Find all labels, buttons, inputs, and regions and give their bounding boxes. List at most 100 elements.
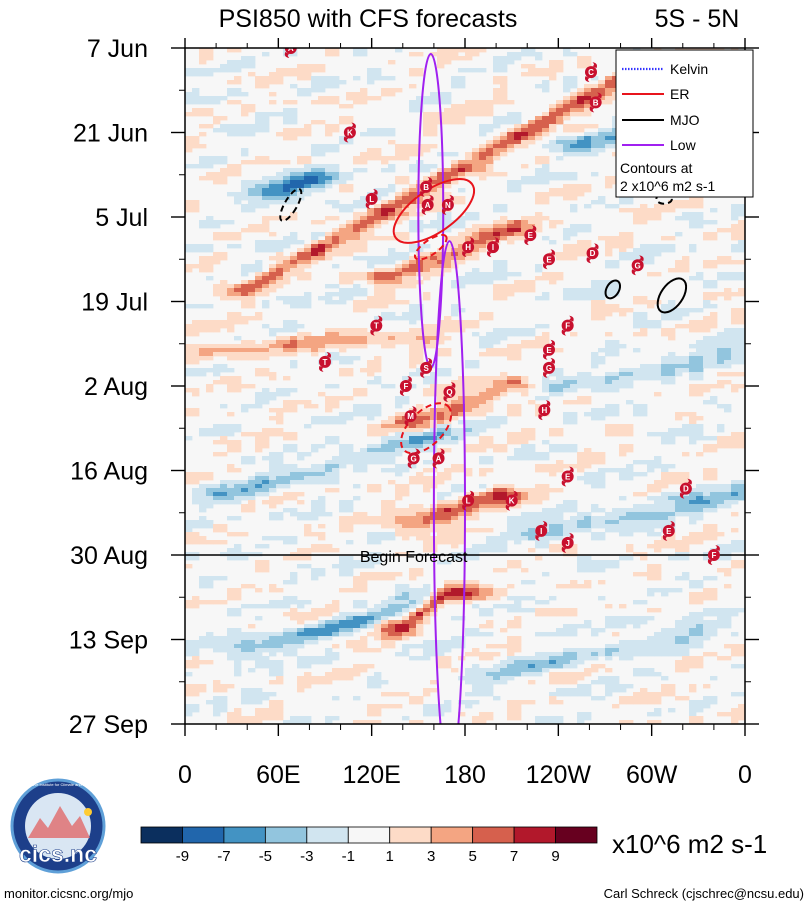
field-cell	[276, 496, 284, 501]
field-cell	[542, 456, 550, 461]
field-cell	[346, 204, 354, 209]
field-cell	[437, 592, 445, 597]
field-cell	[556, 140, 564, 145]
field-cell	[507, 384, 515, 389]
field-cell	[325, 328, 333, 333]
field-cell	[437, 224, 445, 229]
field-cell	[619, 384, 627, 389]
field-cell	[360, 572, 368, 577]
field-cell	[689, 516, 697, 521]
field-cell	[542, 116, 550, 121]
field-cell	[353, 340, 361, 345]
field-cell	[290, 612, 298, 617]
field-cell	[577, 456, 585, 461]
field-cell	[556, 520, 564, 525]
field-cell	[605, 616, 613, 621]
field-cell	[570, 420, 578, 425]
field-cell	[451, 48, 459, 53]
field-cell	[710, 468, 718, 473]
field-cell	[486, 436, 494, 441]
field-cell	[346, 588, 354, 593]
field-cell	[528, 72, 536, 77]
field-cell	[374, 272, 382, 277]
field-cell	[346, 504, 354, 509]
field-cell	[325, 244, 333, 249]
field-cell	[192, 344, 200, 349]
field-cell	[374, 224, 382, 229]
field-cell	[409, 72, 417, 77]
field-cell	[500, 68, 508, 73]
field-cell	[633, 616, 641, 621]
field-cell	[423, 408, 431, 413]
field-cell	[465, 256, 473, 261]
field-cell	[472, 248, 480, 253]
field-cell	[353, 604, 361, 609]
field-cell	[318, 88, 326, 93]
field-cell	[444, 252, 452, 257]
field-cell	[563, 292, 571, 297]
field-cell	[500, 532, 508, 537]
field-cell	[626, 244, 634, 249]
field-cell	[731, 236, 739, 241]
field-cell	[528, 400, 536, 405]
field-cell	[388, 336, 396, 341]
field-cell	[395, 492, 403, 497]
field-cell	[262, 276, 270, 281]
field-cell	[493, 68, 501, 73]
field-cell	[437, 248, 445, 253]
field-cell	[500, 76, 508, 81]
field-cell	[388, 92, 396, 97]
field-cell	[234, 284, 242, 289]
field-cell	[346, 452, 354, 457]
field-cell	[262, 428, 270, 433]
field-cell	[395, 428, 403, 433]
field-cell	[423, 540, 431, 545]
field-cell	[570, 584, 578, 589]
field-cell	[402, 252, 410, 257]
field-cell	[234, 496, 242, 501]
field-cell	[633, 516, 641, 521]
field-cell	[584, 564, 592, 569]
field-cell	[724, 256, 732, 261]
field-cell	[556, 512, 564, 517]
field-cell	[206, 56, 214, 61]
field-cell	[479, 548, 487, 553]
field-cell	[584, 152, 592, 157]
field-cell	[430, 328, 438, 333]
field-cell	[381, 620, 389, 625]
field-cell	[542, 124, 550, 129]
field-cell	[199, 100, 207, 105]
field-cell	[472, 228, 480, 233]
field-cell	[241, 228, 249, 233]
field-cell	[570, 144, 578, 149]
field-cell	[486, 164, 494, 169]
field-cell	[423, 508, 431, 513]
field-cell	[262, 188, 270, 193]
field-cell	[605, 288, 613, 293]
field-cell	[416, 448, 424, 453]
field-cell	[402, 596, 410, 601]
field-cell	[528, 224, 536, 229]
field-cell	[563, 288, 571, 293]
field-cell	[444, 264, 452, 269]
field-cell	[430, 272, 438, 277]
field-cell	[199, 344, 207, 349]
field-cell	[227, 80, 235, 85]
field-cell	[234, 380, 242, 385]
field-cell	[479, 156, 487, 161]
field-cell	[437, 440, 445, 445]
field-cell	[710, 492, 718, 497]
field-cell	[500, 372, 508, 377]
field-cell	[374, 520, 382, 525]
field-cell	[535, 56, 543, 61]
field-cell	[437, 508, 445, 513]
field-cell	[710, 280, 718, 285]
field-cell	[192, 604, 200, 609]
field-cell	[451, 524, 459, 529]
field-cell	[619, 240, 627, 245]
field-cell	[290, 448, 298, 453]
field-cell	[724, 492, 732, 497]
field-cell	[437, 384, 445, 389]
field-cell	[409, 480, 417, 485]
field-cell	[416, 184, 424, 189]
